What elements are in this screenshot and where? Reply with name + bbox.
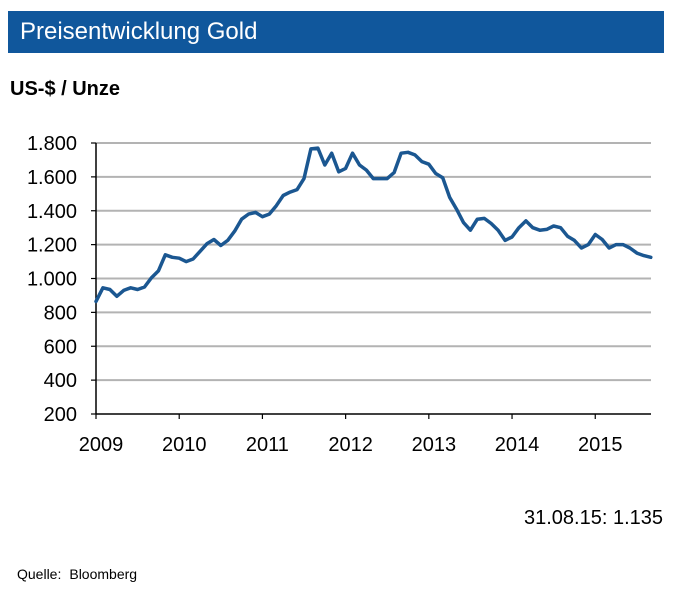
y-tick-label: 1.800 bbox=[27, 133, 77, 155]
y-tick-label: 200 bbox=[44, 404, 77, 426]
y-tick-label: 1.200 bbox=[27, 235, 77, 257]
y-tick-label: 1.400 bbox=[27, 201, 77, 223]
gold-price-line bbox=[94, 146, 653, 304]
x-tick-label: 2013 bbox=[412, 434, 457, 456]
y-axis-unit-label: US-$ / Unze bbox=[10, 78, 121, 100]
title-bar: Preisentwicklung Gold bbox=[8, 11, 664, 53]
chart-title: Preisentwicklung Gold bbox=[20, 18, 258, 45]
source-label: Quelle: bbox=[17, 566, 62, 582]
y-tick-labels: 200 400 600 800 1.000 1.200 1.400 1.600 1.800 bbox=[27, 133, 77, 426]
y-tick-label: 600 bbox=[44, 336, 77, 358]
last-value-note: 31.08.15: 1.135 bbox=[523, 507, 663, 529]
y-tick-label: 800 bbox=[44, 302, 77, 324]
x-tick-label: 2010 bbox=[162, 434, 207, 456]
y-tick-label: 1.000 bbox=[27, 269, 77, 291]
axes bbox=[91, 142, 651, 419]
x-tick-label: 2009 bbox=[79, 434, 124, 456]
y-tick-label: 400 bbox=[44, 370, 77, 392]
x-tick-label: 2014 bbox=[495, 434, 540, 456]
x-tick-labels: 2009 2010 2011 2012 2013 2014 2015 bbox=[79, 434, 623, 456]
gridlines bbox=[96, 142, 651, 382]
y-tick-label: 1.600 bbox=[27, 167, 77, 189]
x-tick-label: 2011 bbox=[246, 434, 289, 456]
x-tick-label: 2015 bbox=[578, 434, 623, 456]
x-tick-label: 2012 bbox=[328, 434, 373, 456]
source-note: Quelle: Bloomberg bbox=[17, 566, 137, 582]
source-value: Bloomberg bbox=[69, 566, 138, 582]
